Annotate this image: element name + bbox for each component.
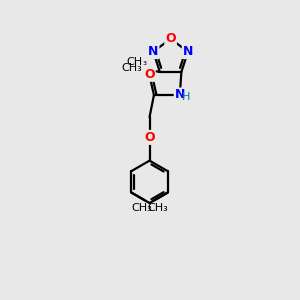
Text: CH₃: CH₃ [131,203,152,213]
Text: CH: CH [127,57,143,67]
Text: O: O [144,131,155,144]
Text: O: O [165,32,176,46]
Text: CH₃: CH₃ [121,63,142,73]
Text: CH₃: CH₃ [147,203,168,213]
Text: N: N [148,45,158,58]
Text: N: N [183,45,193,58]
Text: ₃: ₃ [143,57,147,67]
Text: O: O [144,68,155,81]
Text: H: H [182,92,190,102]
Text: N: N [175,88,185,101]
